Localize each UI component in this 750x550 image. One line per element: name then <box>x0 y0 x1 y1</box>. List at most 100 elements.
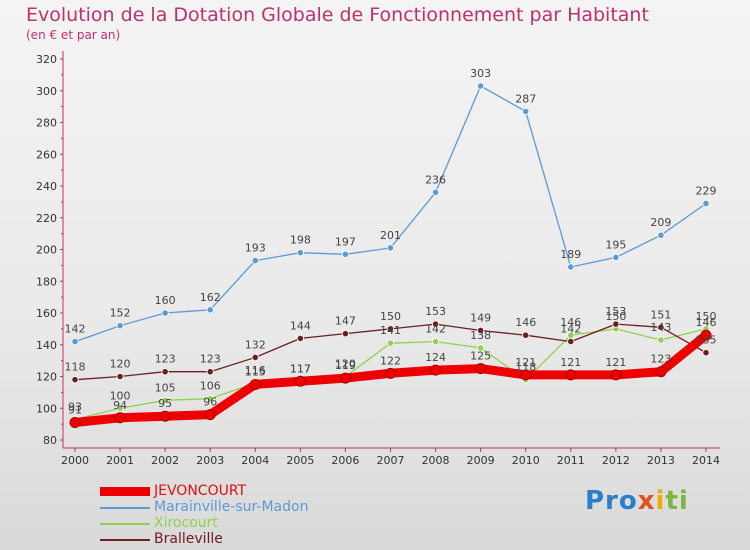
legend-item-bralleville: Bralleville <box>100 531 360 548</box>
label-bralleville-2011: 142 <box>560 323 581 336</box>
label-marainville-sur-madon-2004: 193 <box>245 242 266 255</box>
label-marainville-sur-madon-2012: 195 <box>605 238 626 251</box>
legend-swatch-marainville-sur-madon <box>100 507 150 509</box>
x-tick-label-2014: 2014 <box>692 454 720 467</box>
label-xirocourt-2011: 146 <box>560 316 581 329</box>
label-jevoncourt-2004: 115 <box>245 365 266 378</box>
y-tick-label-240: 240 <box>36 180 57 193</box>
point-marainville-sur-madon-2010 <box>522 107 530 115</box>
label-marainville-sur-madon-2011: 189 <box>560 248 581 261</box>
x-tick-label-2003: 2003 <box>196 454 224 467</box>
label-xirocourt-2001: 100 <box>110 389 131 402</box>
label-xirocourt-2000: 93 <box>68 400 82 413</box>
x-tick-label-2008: 2008 <box>422 454 450 467</box>
label-xirocourt-2013: 143 <box>650 321 671 334</box>
point-bralleville-2014 <box>702 349 710 357</box>
x-tick-label-2006: 2006 <box>331 454 359 467</box>
label-bralleville-2001: 120 <box>110 358 131 371</box>
point-marainville-sur-madon-2000 <box>71 337 79 346</box>
point-bralleville-2010 <box>522 331 530 339</box>
label-marainville-sur-madon-2009: 303 <box>470 67 491 80</box>
point-marainville-sur-madon-2001 <box>116 322 124 330</box>
point-jevoncourt-2010 <box>520 369 532 381</box>
label-xirocourt-2002: 105 <box>155 381 176 394</box>
point-bralleville-2002 <box>161 368 169 376</box>
x-tick-label-2002: 2002 <box>151 454 179 467</box>
x-tick-label-2005: 2005 <box>286 454 314 467</box>
point-jevoncourt-2000 <box>69 417 81 429</box>
label-xirocourt-2010: 118 <box>515 361 536 374</box>
point-jevoncourt-2012 <box>610 369 622 381</box>
legend-swatch-jevoncourt <box>100 487 150 496</box>
legend-swatch-bralleville <box>100 539 150 541</box>
label-marainville-sur-madon-2006: 197 <box>335 235 356 248</box>
label-marainville-sur-madon-2007: 201 <box>380 229 401 242</box>
label-jevoncourt-2000: 91 <box>68 404 82 417</box>
label-xirocourt-2012: 150 <box>605 310 626 323</box>
label-bralleville-2014: 135 <box>696 334 717 347</box>
point-bralleville-2008 <box>431 320 440 328</box>
label-jevoncourt-2008: 124 <box>425 351 446 364</box>
point-xirocourt-2007 <box>386 339 395 347</box>
y-tick-label-260: 260 <box>36 148 57 161</box>
point-bralleville-2012 <box>612 320 620 328</box>
chart-title: Evolution de la Dotation Globale de Fonc… <box>26 4 649 26</box>
legend-item-marainville-sur-madon: Marainville-sur-Madon <box>100 499 360 516</box>
label-marainville-sur-madon-2008: 236 <box>425 173 446 186</box>
legend-swatch-xirocourt <box>100 523 150 525</box>
point-marainville-sur-madon-2009 <box>477 82 485 90</box>
point-jevoncourt-2013 <box>655 366 667 378</box>
point-marainville-sur-madon-2006 <box>341 250 350 258</box>
point-bralleville-2005 <box>296 334 304 342</box>
label-jevoncourt-2012: 121 <box>605 356 626 369</box>
label-bralleville-2009: 149 <box>470 311 491 324</box>
legend-label-marainville-sur-madon: Marainville-sur-Madon <box>154 499 309 515</box>
label-bralleville-2006: 147 <box>335 315 356 328</box>
point-jevoncourt-2002 <box>159 410 171 422</box>
point-jevoncourt-2007 <box>385 367 396 379</box>
point-xirocourt-2001 <box>116 404 124 412</box>
point-marainville-sur-madon-2004 <box>251 257 259 265</box>
label-jevoncourt-2011: 121 <box>560 356 581 369</box>
label-bralleville-2012: 153 <box>605 305 626 318</box>
legend: JEVONCOURT Marainville-sur-Madon Xirocourt… <box>100 483 360 548</box>
point-xirocourt-2008 <box>431 337 440 346</box>
y-tick-label-120: 120 <box>36 371 57 384</box>
label-jevoncourt-2007: 122 <box>380 354 401 367</box>
point-bralleville-2011 <box>567 337 575 346</box>
label-xirocourt-2014: 150 <box>696 310 717 323</box>
point-bralleville-2006 <box>341 330 350 338</box>
label-bralleville-2013: 151 <box>650 308 671 321</box>
y-tick-label-160: 160 <box>36 307 57 320</box>
label-jevoncourt-2001: 94 <box>113 399 127 412</box>
label-bralleville-2003: 123 <box>200 353 221 366</box>
label-bralleville-2010: 146 <box>515 316 536 329</box>
x-tick-label-2011: 2011 <box>557 454 585 467</box>
y-tick-label-220: 220 <box>36 212 57 225</box>
point-jevoncourt-2008 <box>430 364 442 376</box>
point-marainville-sur-madon-2003 <box>206 306 214 314</box>
y-tick-label-140: 140 <box>36 339 57 352</box>
y-tick-label-280: 280 <box>36 117 57 130</box>
x-tick-label-2009: 2009 <box>467 454 495 467</box>
proxiti-logo: Proxiti <box>585 486 689 516</box>
point-marainville-sur-madon-2013 <box>657 231 665 239</box>
y-tick-label-180: 180 <box>36 275 57 288</box>
label-xirocourt-2004: 116 <box>245 364 266 377</box>
point-xirocourt-2013 <box>657 336 665 344</box>
x-tick-label-2001: 2001 <box>106 454 134 467</box>
point-jevoncourt-2004 <box>249 378 261 390</box>
label-jevoncourt-2013: 123 <box>650 353 671 366</box>
legend-label-xirocourt: Xirocourt <box>154 515 218 531</box>
label-bralleville-2002: 123 <box>155 353 176 366</box>
point-marainville-sur-madon-2005 <box>296 249 304 257</box>
label-marainville-sur-madon-2005: 198 <box>290 234 311 247</box>
x-tick-label-2000: 2000 <box>61 454 89 467</box>
y-tick-label-320: 320 <box>36 53 57 66</box>
point-bralleville-2013 <box>657 323 665 331</box>
label-jevoncourt-2006: 119 <box>335 359 356 372</box>
label-bralleville-2005: 144 <box>290 319 311 332</box>
point-marainville-sur-madon-2012 <box>612 253 620 262</box>
x-tick-label-2012: 2012 <box>602 454 630 467</box>
